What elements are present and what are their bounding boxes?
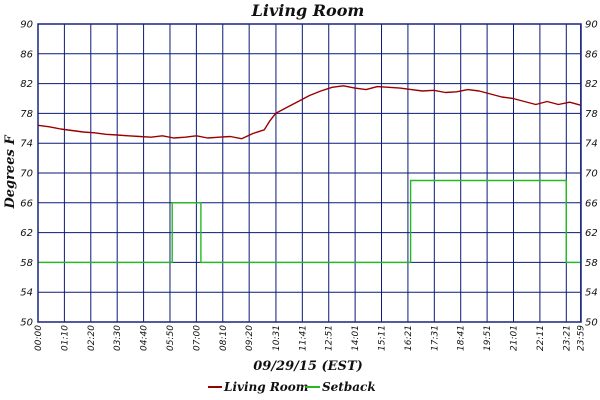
- y-tick-label-right: 70: [585, 169, 598, 180]
- x-tick-label: 05:50: [166, 325, 176, 351]
- x-tick-label: 07:00: [192, 325, 202, 351]
- y-tick-label-right: 58: [585, 258, 598, 269]
- x-tick-label: 14:01: [351, 325, 361, 351]
- x-tick-label: 23:21: [562, 325, 572, 351]
- y-tick-label-right: 82: [585, 79, 598, 90]
- x-tick-label: 19:51: [483, 325, 493, 351]
- x-tick-label: 04:40: [140, 325, 150, 351]
- legend: Living Room Setback: [208, 380, 376, 394]
- x-tick-label: 12:51: [325, 325, 335, 351]
- y-tick-label: 90: [20, 20, 33, 31]
- living-room-line: [37, 85, 581, 140]
- series-lines: [37, 85, 581, 264]
- y-tick-label-right: 50: [585, 318, 598, 329]
- x-tick-label: 11:41: [298, 325, 308, 351]
- y-tick-label: 86: [20, 49, 33, 60]
- x-tick-label: 01:10: [60, 325, 70, 351]
- setback-line: [38, 179, 581, 264]
- y-tick-label-right: 54: [585, 288, 598, 299]
- y-axis-right: 50 54 58 62 66 70 74 78 82 86 90: [585, 20, 598, 329]
- x-axis: 00:00 01:10 02:20 03:30 04:40 05:50 07:00 08:10…: [34, 325, 587, 351]
- y-tick-label-right: 90: [585, 20, 598, 31]
- y-tick-label: 78: [20, 109, 33, 120]
- y-tick-label: 62: [20, 228, 33, 239]
- x-tick-label: 10:31: [272, 325, 282, 351]
- y-tick-label: 82: [20, 79, 33, 90]
- x-tick-label: 00:00: [34, 325, 44, 351]
- y-tick-label-right: 62: [585, 228, 598, 239]
- y-tick-label: 50: [20, 318, 33, 329]
- x-tick-label: 21:01: [510, 325, 520, 351]
- y-axis-label: Degrees F: [3, 135, 18, 210]
- x-tick-label: 15:11: [378, 325, 388, 351]
- x-tick-label: 02:20: [87, 325, 97, 351]
- y-tick-label-right: 78: [585, 109, 598, 120]
- y-tick-label: 58: [20, 258, 33, 269]
- y-tick-label: 74: [20, 139, 33, 150]
- legend-label-setback: Setback: [322, 380, 376, 394]
- x-tick-label: 16:21: [404, 325, 414, 351]
- x-tick-label: 03:30: [113, 325, 123, 351]
- x-tick-label: 09:20: [245, 325, 255, 351]
- y-tick-label-right: 66: [585, 198, 598, 209]
- y-axis-left: 50 54 58 62 66 70 74 78 82 86 90: [20, 20, 33, 329]
- legend-label-living-room: Living Room: [223, 380, 309, 394]
- y-tick-label: 54: [20, 288, 33, 299]
- x-tick-label: 08:10: [219, 325, 229, 351]
- x-tick-label: 17:31: [430, 325, 440, 351]
- y-tick-label-right: 74: [585, 139, 598, 150]
- x-axis-label: 09/29/15 (EST): [253, 359, 363, 374]
- y-tick-label: 70: [20, 169, 33, 180]
- grid-lines: [37, 23, 582, 323]
- chart-title: Living Room: [251, 1, 365, 20]
- y-tick-label: 66: [20, 198, 33, 209]
- x-tick-label: 18:41: [457, 325, 467, 351]
- plot-frame: [37, 23, 582, 323]
- x-tick-label: 22:11: [536, 325, 546, 351]
- x-tick-label: 23:59: [577, 325, 587, 351]
- y-tick-label-right: 86: [585, 49, 598, 60]
